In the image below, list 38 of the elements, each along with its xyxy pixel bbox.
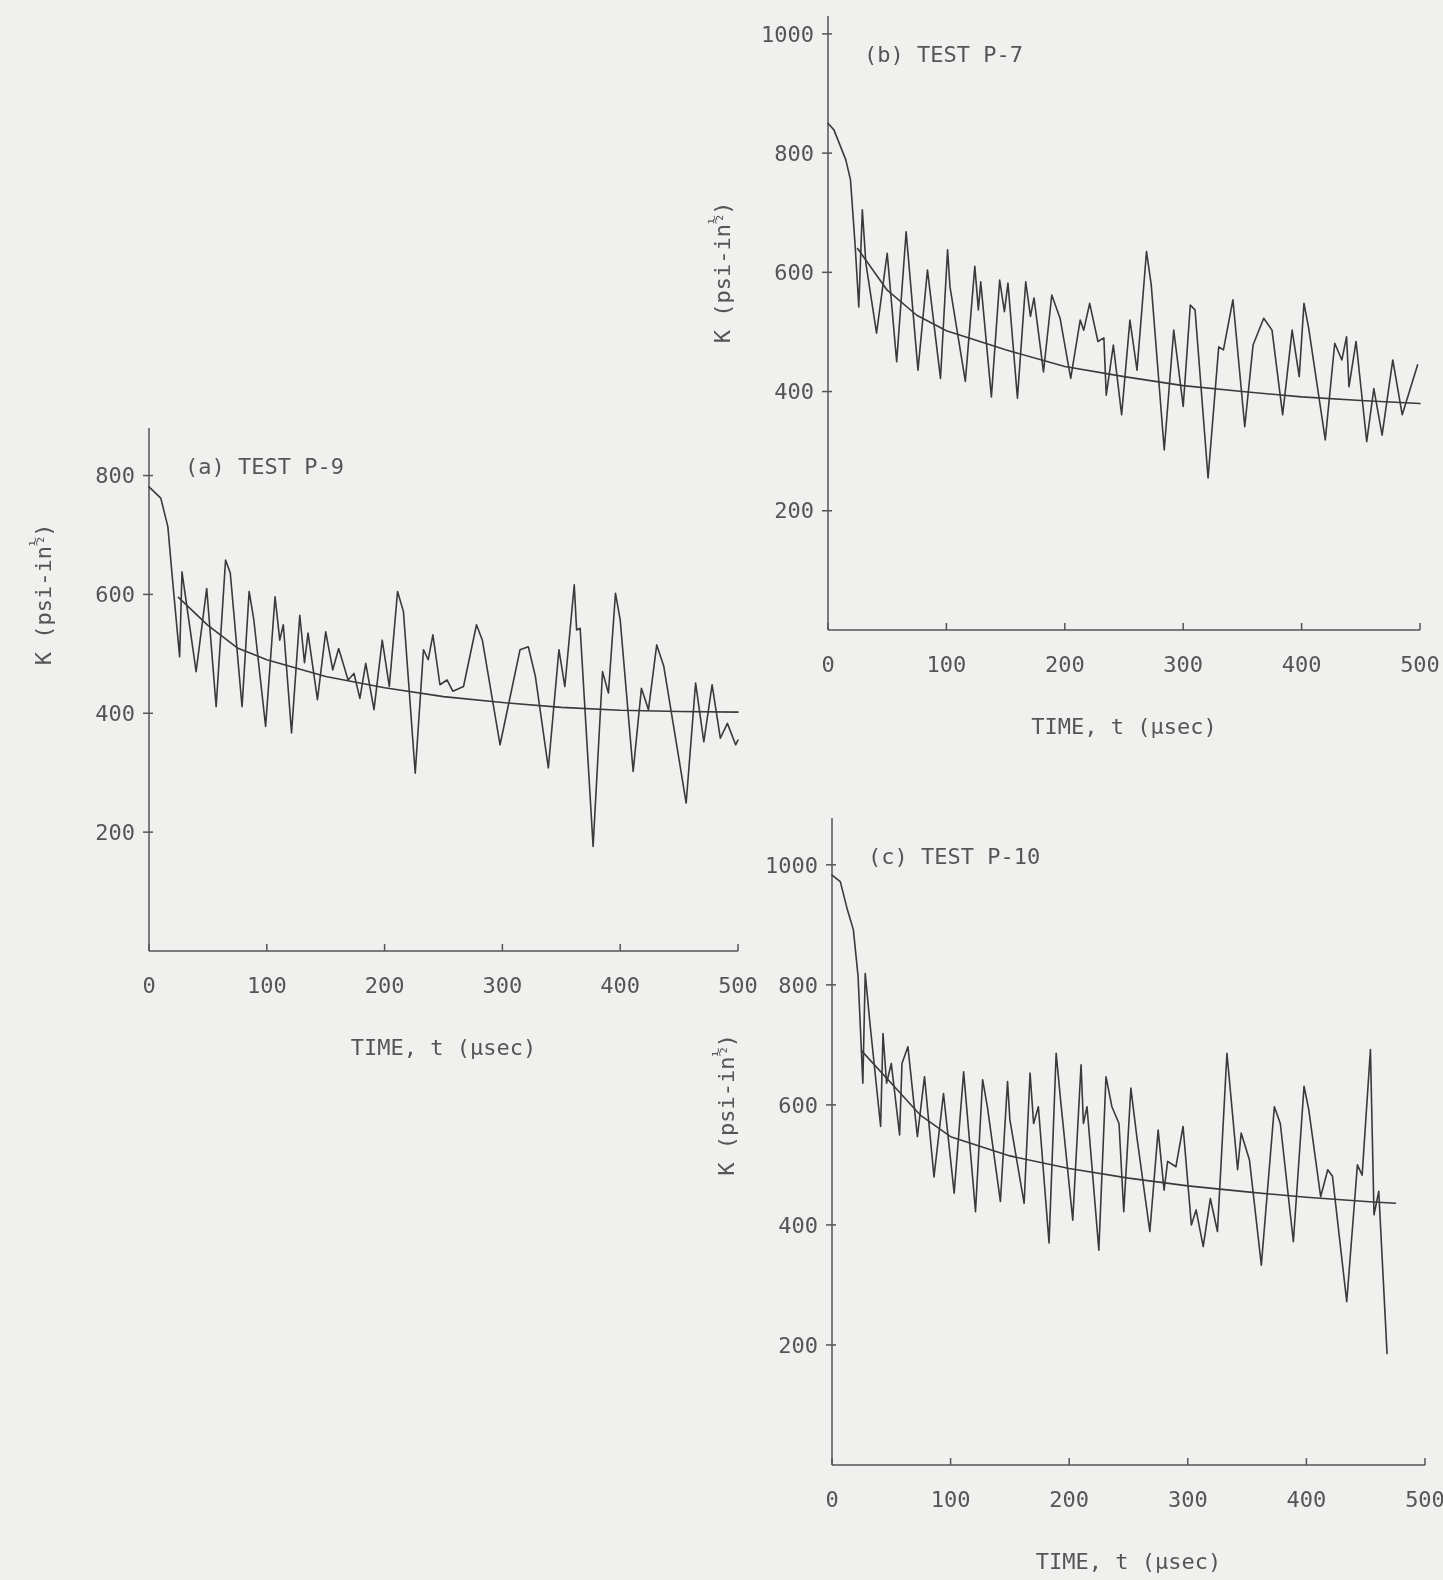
y-tick-label: 200	[774, 498, 814, 524]
x-tick-label: 200	[1049, 1487, 1090, 1512]
x-tick-label: 100	[926, 652, 967, 677]
y-tick-label: 600	[774, 260, 814, 286]
x-tick-label: 400	[1281, 652, 1322, 677]
x-tick-label: 200	[1044, 652, 1085, 677]
x-axis-title: TIME, t (μsec)	[350, 1035, 537, 1060]
y-tick-label: 200	[778, 1332, 818, 1358]
y-tick-label: 1000	[765, 852, 818, 878]
x-tick-label: 400	[1286, 1487, 1327, 1512]
x-tick-label: 200	[364, 973, 405, 998]
x-tick-label: 0	[825, 1487, 839, 1512]
x-tick-label: 300	[1163, 652, 1204, 677]
x-tick-label: 300	[482, 973, 523, 998]
y-tick-label: 600	[778, 1092, 818, 1118]
text: (c) TEST P-10	[868, 844, 1041, 869]
x-tick-label: 400	[600, 973, 641, 998]
x-axis-title: TIME, t (μsec)	[1035, 1549, 1222, 1574]
text: (a) TEST P-9	[185, 454, 344, 479]
x-tick-label: 0	[821, 652, 835, 677]
x-tick-label: 300	[1167, 1487, 1208, 1512]
y-tick-label: 800	[778, 972, 818, 998]
y-tick-label: 200	[95, 819, 135, 845]
x-axis-title: TIME, t (μsec)	[1031, 714, 1217, 739]
x-tick-label: 100	[930, 1487, 971, 1512]
y-tick-label: 800	[95, 463, 135, 489]
x-tick-label: 500	[1400, 652, 1440, 677]
y-tick-label: 1000	[761, 21, 814, 47]
y-tick-label: 400	[95, 700, 135, 726]
y-tick-label: 600	[95, 582, 135, 608]
y-tick-label: 400	[778, 1212, 818, 1238]
x-tick-label: 500	[1405, 1487, 1443, 1512]
y-tick-label: 800	[774, 140, 814, 166]
x-tick-label: 500	[718, 973, 758, 998]
x-tick-label: 0	[142, 973, 156, 998]
x-tick-label: 100	[246, 973, 287, 998]
y-tick-label: 400	[774, 379, 814, 405]
text: (b) TEST P-7	[864, 42, 1023, 67]
